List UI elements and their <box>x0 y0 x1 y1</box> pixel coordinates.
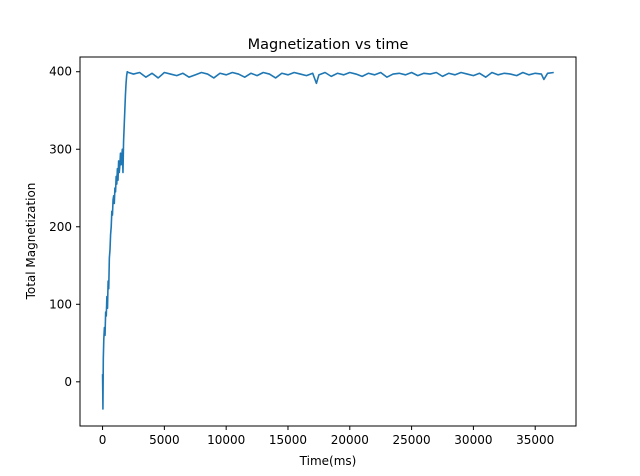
chart-title: Magnetization vs time <box>248 37 409 53</box>
series-line-0 <box>101 70 554 410</box>
y-tick-label: 400 <box>49 65 72 79</box>
y-tick-label: 300 <box>49 142 72 156</box>
x-tick-label: 5000 <box>149 433 180 447</box>
x-tick-label: 10000 <box>207 433 245 447</box>
x-tick-label: 25000 <box>393 433 431 447</box>
x-axis: 0 5000 10000 15000 20000 25000 30000 35000 <box>99 426 554 447</box>
y-tick-label: 100 <box>49 297 72 311</box>
x-tick-label: 30000 <box>454 433 492 447</box>
x-tick-label: 15000 <box>269 433 307 447</box>
y-axis-label: Total Magnetization <box>24 183 38 301</box>
plot-frame <box>79 56 577 427</box>
y-tick-label: 0 <box>64 375 72 389</box>
x-tick-label: 0 <box>99 433 107 447</box>
series-layer <box>101 70 554 410</box>
x-axis-label: Time(ms) <box>299 454 357 468</box>
y-axis: 0 100 200 300 400 <box>49 65 80 389</box>
y-tick-label: 200 <box>49 220 72 234</box>
x-tick-label: 35000 <box>516 433 554 447</box>
x-tick-label: 20000 <box>331 433 369 447</box>
